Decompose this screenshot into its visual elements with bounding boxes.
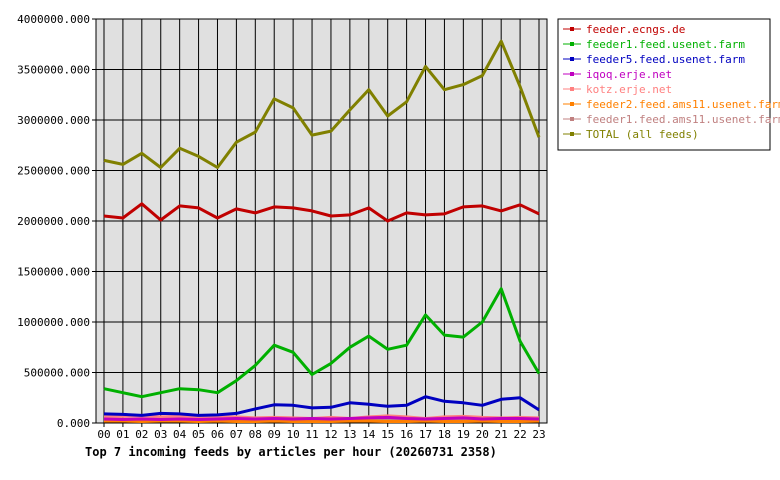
legend-marker: [570, 87, 574, 91]
x-tick-label: 03: [154, 428, 167, 441]
legend-label: feeder.ecngs.de: [586, 23, 685, 36]
y-tick-label: 500000.000: [24, 367, 90, 380]
legend-label: kotz.erje.net: [586, 83, 672, 96]
legend-marker: [570, 42, 574, 46]
legend-label: iqoq.erje.net: [586, 68, 672, 81]
x-tick-label: 10: [287, 428, 300, 441]
series-line: [104, 419, 540, 423]
legend: feeder.ecngs.de feeder1.feed.usenet.farm f…: [557, 18, 780, 151]
legend-label: feeder2.feed.ams11.usenet.farm: [586, 98, 780, 111]
y-tick-label: 4000000.000: [17, 13, 90, 26]
y-tick-label: 3500000.000: [17, 64, 90, 77]
x-tick-label: 00: [97, 428, 110, 441]
x-axis-ticks: 00 01 02 03 04 05 06 07 08 09 10 11 12 13 14 15 16 17 18 19…: [97, 423, 546, 441]
x-tick-label: 01: [116, 428, 129, 441]
y-tick-label: 1000000.000: [17, 316, 90, 329]
series-lines: [103, 39, 541, 423]
series-line: [103, 287, 541, 399]
x-tick-label: 20: [476, 428, 489, 441]
x-tick-label: 22: [513, 428, 526, 441]
x-tick-label: 14: [362, 428, 376, 441]
y-tick-label: 3000000.000: [17, 114, 90, 127]
x-tick-label: 16: [400, 428, 413, 441]
x-tick-label: 04: [173, 428, 187, 441]
x-tick-label: 07: [230, 428, 243, 441]
series-line: [103, 395, 540, 417]
x-tick-label: 02: [135, 428, 148, 441]
y-tick-label: 2000000.000: [17, 215, 90, 228]
x-tick-label: 13: [343, 428, 356, 441]
series-line: [103, 39, 541, 169]
legend-marker: [570, 117, 574, 121]
x-tick-label: 21: [495, 428, 508, 441]
y-axis-ticks: 0.000 500000.000 1000000.000 1500000.000 200…: [17, 13, 96, 430]
x-tick-label: 06: [211, 428, 224, 441]
chart-title: Top 7 incoming feeds by articles per hou…: [85, 445, 497, 459]
legend-label: feeder1.feed.ams11.usenet.farm: [586, 113, 780, 126]
legend-label: feeder5.feed.usenet.farm: [586, 53, 745, 66]
series-line: [103, 415, 540, 421]
x-tick-label: 19: [457, 428, 470, 441]
x-tick-label: 08: [249, 428, 262, 441]
x-tick-label: 11: [305, 428, 318, 441]
y-tick-label: 0.000: [57, 417, 90, 430]
legend-box: [557, 18, 771, 151]
x-tick-label: 23: [532, 428, 545, 441]
legend-marker: [570, 27, 574, 31]
y-tick-label: 2500000.000: [17, 165, 90, 178]
x-tick-label: 09: [268, 428, 281, 441]
legend-marker: [570, 72, 574, 76]
legend-label: TOTAL (all feeds): [586, 128, 699, 141]
legend-marker: [570, 57, 574, 61]
legend-marker: [570, 132, 574, 136]
y-tick-label: 1500000.000: [17, 266, 90, 279]
legend-label: feeder1.feed.usenet.farm: [586, 38, 745, 51]
x-tick-label: 05: [192, 428, 205, 441]
x-tick-label: 12: [324, 428, 337, 441]
series-line: [103, 202, 540, 223]
x-tick-label: 15: [381, 428, 394, 441]
legend-marker: [570, 102, 574, 106]
x-tick-label: 17: [419, 428, 432, 441]
x-tick-label: 18: [438, 428, 451, 441]
